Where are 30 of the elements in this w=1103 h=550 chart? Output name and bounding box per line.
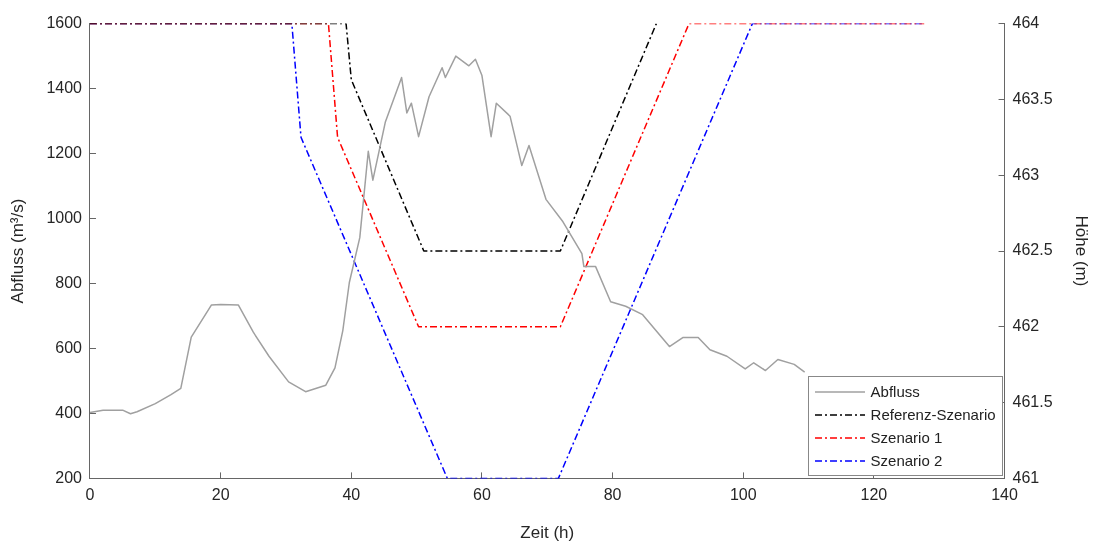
x-tick-label: 100 <box>729 486 757 504</box>
x-tick-label: 60 <box>473 486 491 504</box>
x-tick-label: 40 <box>342 486 361 504</box>
legend-label: Szenario 1 <box>870 429 943 447</box>
y2-tick-label: 463 <box>1012 165 1040 183</box>
y-tick-label: 1600 <box>46 14 83 32</box>
y-tick-label: 600 <box>55 338 83 356</box>
y-axis-title: Abfluss (m³/s) <box>7 198 27 304</box>
y2-tick-label: 462 <box>1012 317 1040 335</box>
y2-tick-label: 464 <box>1012 14 1040 32</box>
y-tick-label: 1000 <box>46 208 83 226</box>
legend-label: Abfluss <box>870 383 920 401</box>
legend-label: Referenz-Szenario <box>870 406 996 424</box>
legend-label: Szenario 2 <box>870 452 943 470</box>
y2-tick-label: 461.5 <box>1012 393 1053 411</box>
x-tick-label: 0 <box>85 486 95 504</box>
y2-tick-label: 463.5 <box>1012 89 1053 107</box>
y2-axis-title: Höhe (m) <box>1072 215 1092 287</box>
x-tick-label: 140 <box>991 486 1019 504</box>
x-tick-label: 120 <box>860 486 888 504</box>
y-tick-label: 400 <box>55 403 83 421</box>
y2-tick-label: 462.5 <box>1012 241 1053 259</box>
y-tick-label: 200 <box>55 468 83 486</box>
x-axis-title: Zeit (h) <box>520 523 575 543</box>
y-tick-label: 1200 <box>46 143 83 161</box>
y-tick-label: 800 <box>55 273 83 291</box>
x-tick-label: 20 <box>211 486 230 504</box>
x-tick-label: 80 <box>603 486 622 504</box>
y2-tick-label: 461 <box>1012 468 1040 486</box>
y-tick-label: 1400 <box>46 78 83 96</box>
